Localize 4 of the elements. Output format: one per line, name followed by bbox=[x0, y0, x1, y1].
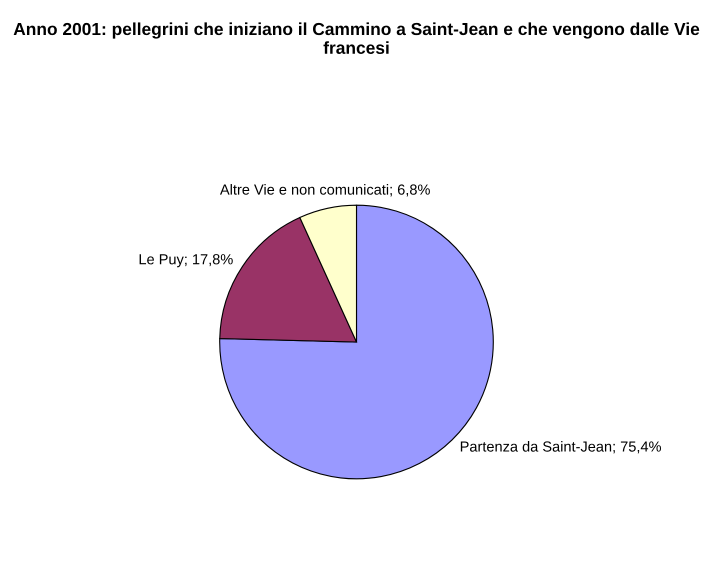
slice-label: Le Puy; 17,8% bbox=[140, 254, 233, 268]
chart-title: Anno 2001: pellegrini che iniziano il Cammino a Saint-Jean e che vengono dalle Vie francesi bbox=[14, 22, 700, 54]
slice-label: Partenza da Saint-Jean; 75,4% bbox=[460, 440, 661, 454]
slice-label: Altre Vie e non comunicati; 6,8% bbox=[220, 184, 430, 196]
